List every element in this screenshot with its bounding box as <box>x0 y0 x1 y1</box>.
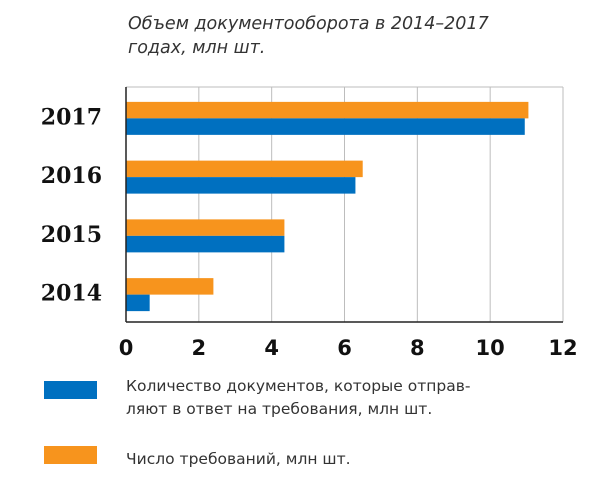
bar-2017-requests <box>126 101 529 119</box>
category-label-2015: 2015 <box>41 222 102 248</box>
category-label-2016: 2016 <box>41 163 102 189</box>
legend-label-requests-line-1: Число требований, млн шт. <box>126 450 351 468</box>
bars <box>126 101 529 312</box>
axes <box>125 87 563 323</box>
chart-title-line-1: Объем документооборота в 2014–2017 <box>128 14 489 34</box>
legend-label-documents-line-2: ляют в ответ на требования, млн шт. <box>126 400 433 418</box>
x-tick-label-0: 0 <box>119 336 134 360</box>
x-tick-labels: 0 2 4 6 8 10 12 <box>119 336 578 360</box>
category-label-2014: 2014 <box>41 281 102 307</box>
bar-2014-requests <box>126 278 214 295</box>
x-tick-label-4: 4 <box>264 336 279 360</box>
bar-2016-requests <box>126 160 363 178</box>
legend-label-documents-line-1: Количество документов, которые отправ- <box>126 377 471 395</box>
bar-2016-documents <box>126 177 356 194</box>
chart-title-line-2: годах, млн шт. <box>128 38 266 58</box>
category-label-2017: 2017 <box>41 104 102 130</box>
x-tick-label-2: 2 <box>192 336 207 360</box>
category-labels: 2014 2015 2016 2017 <box>41 104 102 306</box>
x-tick-label-10: 10 <box>476 336 505 360</box>
legend-swatch-documents <box>44 381 97 399</box>
x-tick-label-12: 12 <box>548 336 577 360</box>
bar-2015-documents <box>126 235 285 253</box>
legend-label-documents: Количество документов, которые отправ- л… <box>126 375 470 421</box>
x-tick-label-8: 8 <box>410 336 425 360</box>
bar-2015-requests <box>126 219 285 236</box>
legend-swatch-requests <box>44 446 97 464</box>
chart-title: Объем документооборота в 2014–2017 годах… <box>128 12 568 60</box>
bar-2014-documents <box>126 294 150 312</box>
bar-2017-documents <box>126 118 525 135</box>
x-tick-label-6: 6 <box>337 336 352 360</box>
bar-chart: 2014 2015 2016 2017 0 2 4 6 8 10 12 <box>41 86 578 360</box>
legend-label-requests: Число требований, млн шт. <box>126 448 351 471</box>
